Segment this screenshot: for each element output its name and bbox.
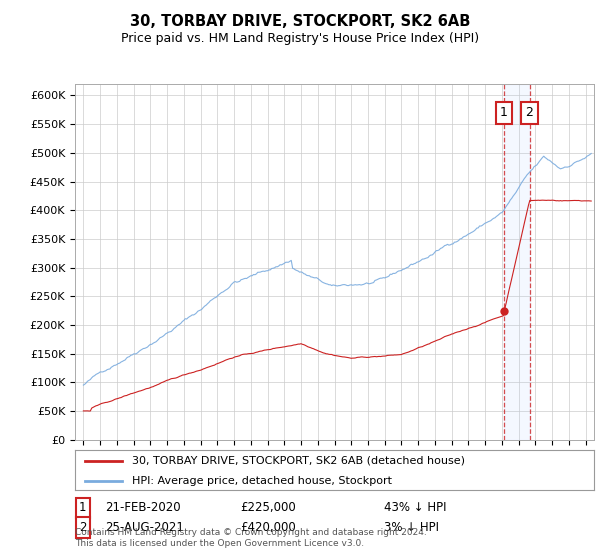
Text: 2: 2 [79, 521, 86, 534]
Text: £225,000: £225,000 [240, 501, 296, 515]
Text: 21-FEB-2020: 21-FEB-2020 [105, 501, 181, 515]
Text: 30, TORBAY DRIVE, STOCKPORT, SK2 6AB (detached house): 30, TORBAY DRIVE, STOCKPORT, SK2 6AB (de… [132, 456, 465, 465]
Text: 1: 1 [500, 106, 508, 119]
Bar [504, 84, 530, 440]
Text: Price paid vs. HM Land Registry's House Price Index (HPI): Price paid vs. HM Land Registry's House … [121, 32, 479, 45]
Text: Contains HM Land Registry data © Crown copyright and database right 2024.
This d: Contains HM Land Registry data © Crown c… [75, 528, 427, 548]
Text: HPI: Average price, detached house, Stockport: HPI: Average price, detached house, Stoc… [132, 476, 392, 486]
Text: £420,000: £420,000 [240, 521, 296, 534]
Text: 1: 1 [79, 501, 86, 515]
Text: 25-AUG-2021: 25-AUG-2021 [105, 521, 184, 534]
Text: 3% ↓ HPI: 3% ↓ HPI [384, 521, 439, 534]
Text: 30, TORBAY DRIVE, STOCKPORT, SK2 6AB: 30, TORBAY DRIVE, STOCKPORT, SK2 6AB [130, 14, 470, 29]
Text: 43% ↓ HPI: 43% ↓ HPI [384, 501, 446, 515]
Text: 2: 2 [526, 106, 533, 119]
